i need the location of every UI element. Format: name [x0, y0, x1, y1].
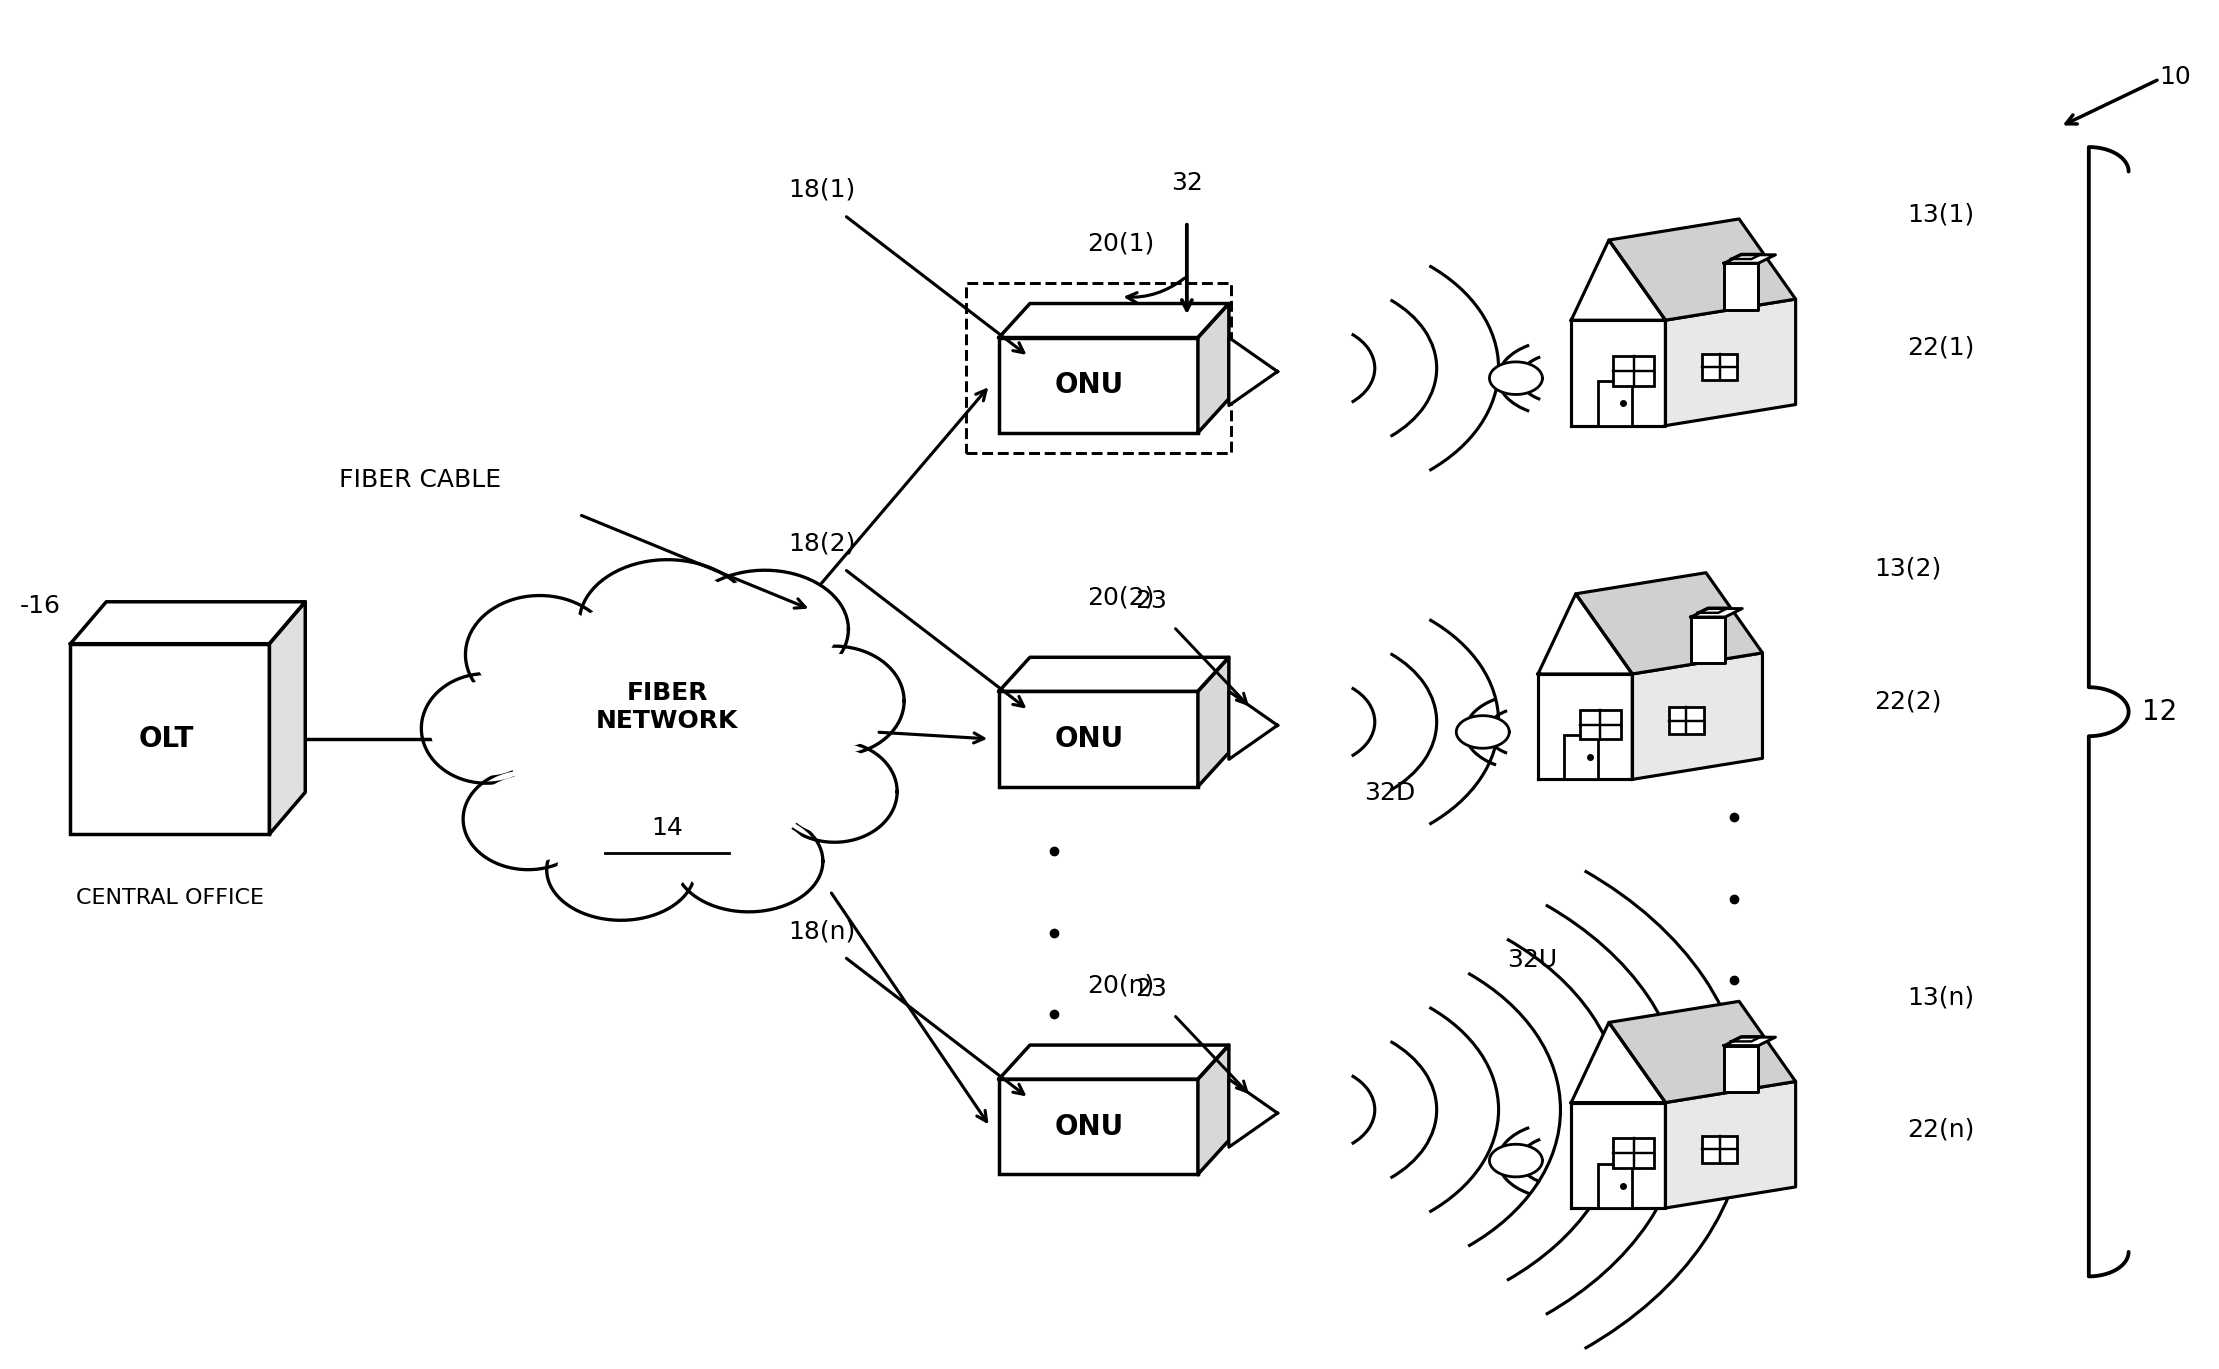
Bar — [1702, 353, 1737, 381]
Text: 10: 10 — [2159, 66, 2192, 89]
Polygon shape — [546, 819, 695, 920]
Polygon shape — [999, 657, 1229, 691]
Polygon shape — [766, 646, 903, 756]
Polygon shape — [675, 810, 823, 912]
Polygon shape — [466, 596, 615, 713]
Text: 32U: 32U — [1507, 949, 1558, 972]
Bar — [1598, 382, 1631, 426]
Polygon shape — [1724, 255, 1775, 263]
Text: FIBER CABLE: FIBER CABLE — [340, 468, 501, 493]
Polygon shape — [1198, 304, 1229, 433]
Text: 20(1): 20(1) — [1087, 231, 1154, 256]
Polygon shape — [1724, 263, 1757, 309]
Bar — [1669, 708, 1704, 734]
Polygon shape — [695, 579, 837, 679]
Text: 32D: 32D — [1365, 782, 1416, 805]
Polygon shape — [1229, 338, 1278, 405]
Polygon shape — [774, 654, 894, 747]
Bar — [1580, 709, 1622, 739]
Text: OLT: OLT — [140, 726, 193, 753]
Polygon shape — [772, 741, 896, 842]
Text: FIBER
NETWORK: FIBER NETWORK — [597, 682, 739, 734]
Polygon shape — [1198, 1045, 1229, 1175]
Text: 20(n): 20(n) — [1087, 973, 1154, 998]
Polygon shape — [1571, 240, 1666, 320]
Polygon shape — [1571, 320, 1666, 426]
Text: 13(2): 13(2) — [1873, 557, 1942, 580]
Bar — [1613, 1139, 1655, 1168]
Bar — [1598, 1164, 1631, 1207]
Bar — [999, 1079, 1198, 1175]
Polygon shape — [510, 596, 825, 883]
Polygon shape — [1633, 653, 1762, 779]
Polygon shape — [1489, 1144, 1542, 1177]
Bar — [1613, 356, 1655, 386]
Bar — [1564, 735, 1598, 779]
Polygon shape — [1489, 361, 1542, 394]
Text: 18(2): 18(2) — [788, 531, 857, 556]
Polygon shape — [268, 602, 306, 834]
Polygon shape — [1724, 1046, 1757, 1092]
Bar — [965, 283, 1232, 453]
Polygon shape — [592, 570, 743, 676]
Polygon shape — [1571, 1023, 1666, 1102]
Polygon shape — [1229, 691, 1278, 760]
Polygon shape — [1666, 298, 1795, 426]
Text: 32: 32 — [1172, 171, 1203, 194]
Polygon shape — [1691, 609, 1742, 617]
Text: 18(1): 18(1) — [788, 178, 857, 201]
Text: 13(1): 13(1) — [1906, 203, 1975, 227]
Polygon shape — [1198, 657, 1229, 787]
Text: 20(2): 20(2) — [1087, 586, 1154, 609]
Polygon shape — [1666, 1082, 1795, 1207]
Polygon shape — [1609, 219, 1795, 320]
Text: -16: -16 — [20, 594, 60, 617]
Polygon shape — [1609, 1001, 1795, 1102]
Text: 18(n): 18(n) — [788, 919, 857, 943]
Text: 22(2): 22(2) — [1873, 690, 1942, 713]
Polygon shape — [1724, 1038, 1775, 1046]
Text: CENTRAL OFFICE: CENTRAL OFFICE — [75, 887, 264, 908]
Polygon shape — [1691, 617, 1724, 664]
Polygon shape — [1229, 1079, 1278, 1147]
Text: 12: 12 — [2141, 698, 2177, 726]
Polygon shape — [557, 827, 683, 913]
Polygon shape — [71, 602, 306, 643]
Bar — [999, 338, 1198, 433]
Polygon shape — [1575, 572, 1762, 674]
Text: 13(n): 13(n) — [1906, 986, 1975, 1009]
Bar — [1702, 1136, 1737, 1162]
Text: 23: 23 — [1136, 589, 1167, 613]
Text: 14: 14 — [652, 816, 683, 839]
Polygon shape — [781, 749, 888, 835]
Polygon shape — [1571, 1102, 1666, 1207]
Polygon shape — [1456, 716, 1509, 749]
Text: 22(n): 22(n) — [1906, 1118, 1975, 1142]
Bar — [999, 691, 1198, 787]
Polygon shape — [681, 571, 848, 689]
Polygon shape — [473, 776, 584, 862]
Text: 22(1): 22(1) — [1906, 335, 1975, 360]
Polygon shape — [430, 682, 541, 775]
Polygon shape — [470, 560, 865, 919]
Polygon shape — [579, 560, 757, 686]
Polygon shape — [464, 768, 592, 869]
Polygon shape — [1538, 674, 1633, 779]
Text: ONU: ONU — [1054, 1113, 1123, 1140]
Polygon shape — [686, 819, 812, 905]
Polygon shape — [477, 604, 604, 705]
Text: 23: 23 — [1136, 977, 1167, 1001]
Text: ONU: ONU — [1054, 726, 1123, 753]
Polygon shape — [999, 1045, 1229, 1079]
Polygon shape — [999, 304, 1229, 338]
Bar — [71, 643, 268, 834]
Polygon shape — [422, 674, 550, 783]
Text: ONU: ONU — [1054, 371, 1123, 400]
Polygon shape — [1538, 594, 1633, 674]
